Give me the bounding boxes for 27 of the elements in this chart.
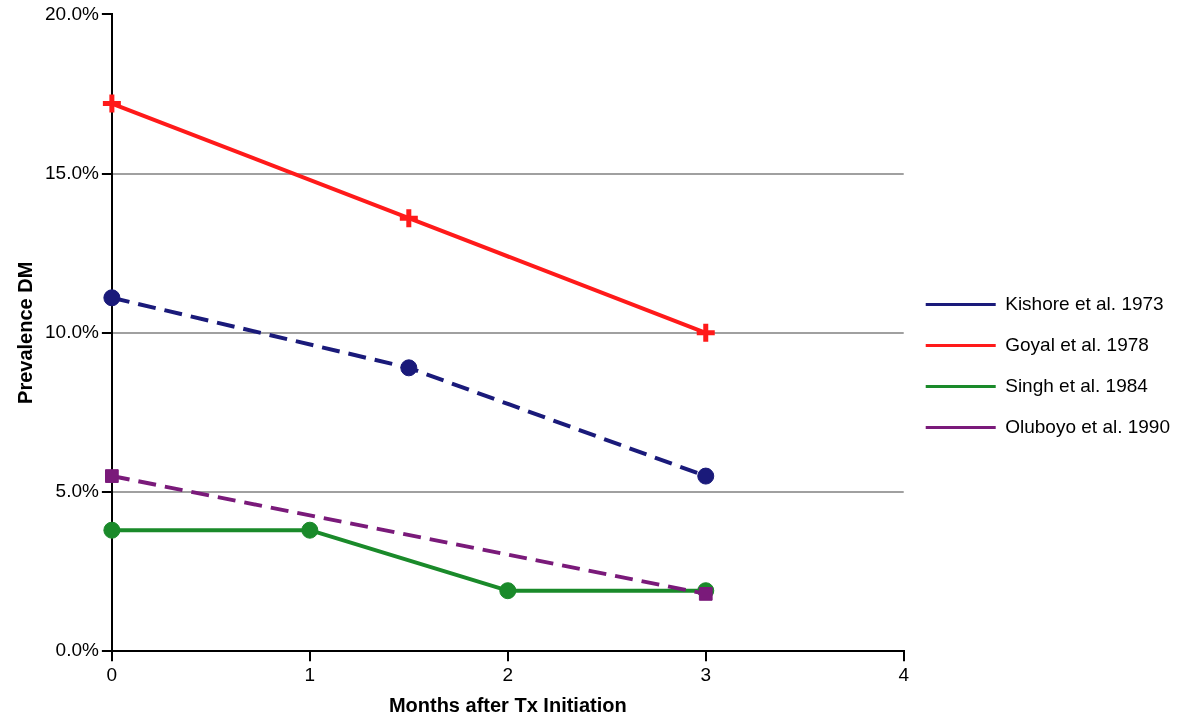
y-tick-label: 15.0%: [45, 161, 99, 183]
x-tick-label: 1: [304, 663, 316, 685]
x-tick-label: 0: [106, 663, 118, 685]
y-tick-label: 10.0%: [45, 321, 99, 343]
x-tick-label: 2: [502, 663, 514, 685]
y-tick-label: 0.0%: [55, 639, 99, 661]
point: [105, 469, 119, 483]
legend-label: Goyal et al. 1978: [1005, 333, 1149, 355]
point: [499, 582, 517, 600]
point: [100, 92, 124, 116]
point: [697, 467, 715, 485]
point: [103, 521, 121, 539]
point: [694, 321, 718, 345]
point: [698, 587, 713, 601]
point: [103, 289, 121, 307]
y-tick-label: 5.0%: [55, 480, 99, 502]
point: [397, 206, 421, 230]
legend-label: Kishore et al. 1973: [1005, 292, 1164, 314]
point: [301, 521, 319, 539]
point: [400, 359, 418, 377]
y-tick-label: 20.0%: [45, 2, 99, 24]
x-tick-label: 4: [898, 663, 910, 685]
y-axis-title: Prevalence DM: [13, 261, 36, 404]
legend-label: Oluboyo et al. 1990: [1005, 415, 1171, 437]
x-tick-label: 3: [700, 663, 712, 685]
x-axis-title: Months after Tx Initiation: [388, 693, 627, 716]
legend-label: Singh et al. 1984: [1005, 374, 1149, 396]
